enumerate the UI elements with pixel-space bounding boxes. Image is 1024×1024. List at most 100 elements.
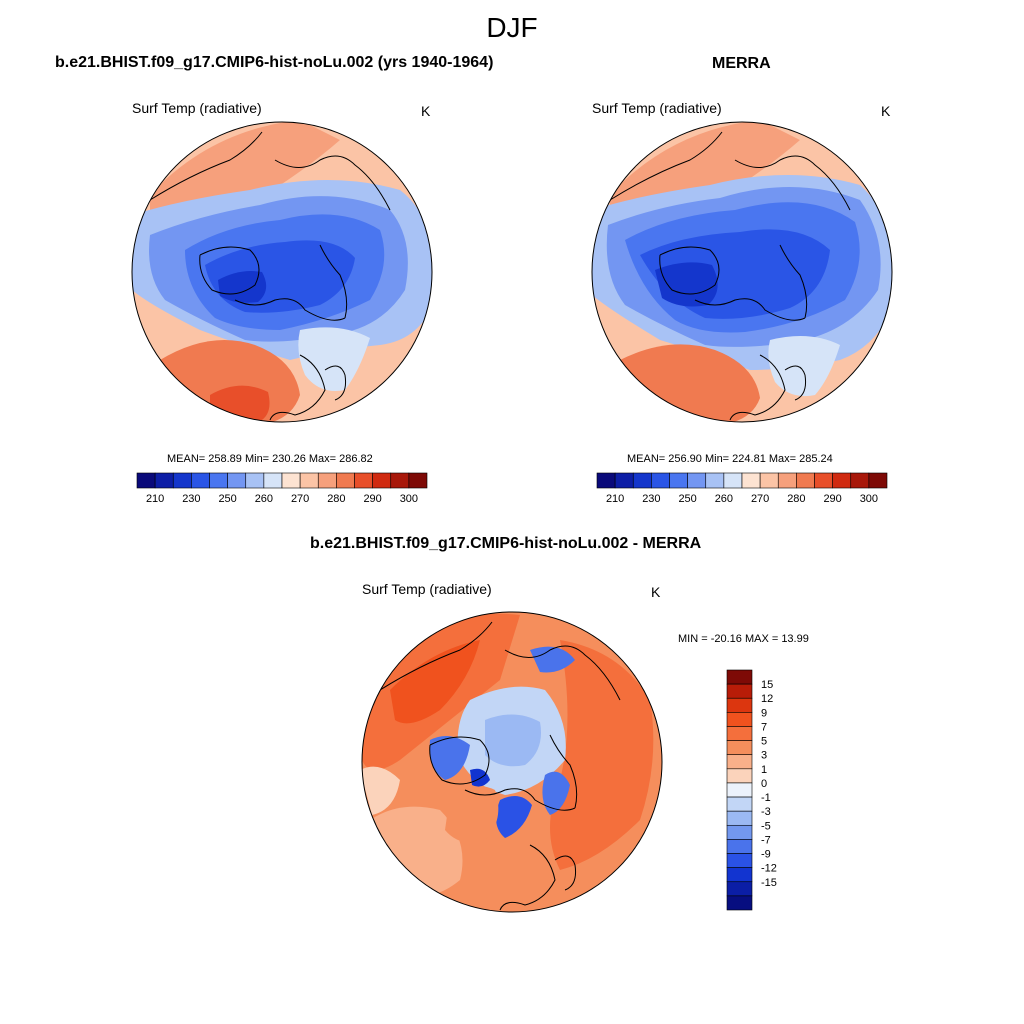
colorbar-swatch xyxy=(726,796,753,812)
model-polar-map xyxy=(131,121,433,423)
colorbar-tick-label: 280 xyxy=(327,493,345,505)
colorbar-tick-label: 0 xyxy=(761,778,767,790)
colorbar-swatch xyxy=(726,726,753,741)
colorbar-swatch xyxy=(726,697,753,713)
colorbar-swatch xyxy=(390,472,410,489)
obs-colorbar: 210 230 250 260 270 280 290 300 xyxy=(596,472,888,505)
colorbar-swatch xyxy=(726,740,753,756)
colorbar-swatch xyxy=(408,472,428,489)
colorbar-tick-label: 3 xyxy=(761,750,767,762)
colorbar-tick-label: -12 xyxy=(761,863,777,875)
colorbar-tick-label: 15 xyxy=(761,679,773,691)
page-title: DJF xyxy=(486,12,538,43)
obs-units-label: K xyxy=(881,103,891,119)
colorbar-swatch xyxy=(723,472,743,489)
colorbar-swatch xyxy=(136,472,156,489)
colorbar-swatch xyxy=(281,472,301,489)
colorbar-swatch xyxy=(669,472,688,489)
diff-units-label: K xyxy=(651,584,661,600)
colorbar-swatch xyxy=(777,472,797,489)
colorbar-tick-label: 300 xyxy=(860,493,878,505)
colorbar-swatch xyxy=(191,472,210,489)
colorbar-tick-label: 9 xyxy=(761,707,767,719)
colorbar-tick-label: 12 xyxy=(761,693,773,705)
model-panel-title: b.e21.BHIST.f09_g17.CMIP6-hist-noLu.002 … xyxy=(55,54,494,71)
colorbar-swatch xyxy=(726,669,753,685)
colorbar-tick-label: 7 xyxy=(761,721,767,733)
colorbar-tick-label: 250 xyxy=(218,493,236,505)
colorbar-swatch xyxy=(726,853,753,868)
colorbar-swatch xyxy=(726,683,753,699)
colorbar-swatch xyxy=(299,472,319,489)
colorbar-swatch xyxy=(726,782,753,798)
obs-stats-label: MEAN= 256.90 Min= 224.81 Max= 285.24 xyxy=(627,453,833,465)
colorbar-swatch xyxy=(209,472,228,489)
colorbar-swatch xyxy=(263,472,283,489)
model-variable-label: Surf Temp (radiative) xyxy=(132,100,262,116)
model-units-label: K xyxy=(421,103,431,119)
colorbar-tick-label: 270 xyxy=(291,493,309,505)
obs-polar-map xyxy=(591,121,893,423)
colorbar-swatch xyxy=(317,472,337,489)
diff-colorbar: 15 12 9 7 5 3 1 0 -1 -3 -5 -7 -9 -12 -15 xyxy=(726,669,777,911)
diff-polar-map xyxy=(361,611,663,913)
colorbar-tick-label: 5 xyxy=(761,736,767,748)
obs-panel-title: MERRA xyxy=(712,55,771,72)
colorbar-swatch xyxy=(726,839,753,854)
colorbar-swatch xyxy=(596,472,616,489)
colorbar-tick-label: 270 xyxy=(751,493,769,505)
colorbar-swatch xyxy=(372,472,392,489)
colorbar-swatch xyxy=(868,472,888,489)
colorbar-swatch xyxy=(796,472,815,489)
colorbar-tick-label: 230 xyxy=(182,493,200,505)
colorbar-tick-label: -5 xyxy=(761,820,771,832)
colorbar-tick-label: 260 xyxy=(715,493,733,505)
colorbar-swatch xyxy=(172,472,192,489)
colorbar-swatch xyxy=(632,472,652,489)
colorbar-swatch xyxy=(227,472,247,489)
colorbar-swatch xyxy=(759,472,779,489)
colorbar-swatch xyxy=(726,754,753,770)
colorbar-swatch xyxy=(850,472,870,489)
colorbar-tick-label: 260 xyxy=(255,493,273,505)
colorbar-swatch xyxy=(726,712,753,727)
diff-variable-label: Surf Temp (radiative) xyxy=(362,581,492,597)
diff-panel-title: b.e21.BHIST.f09_g17.CMIP6-hist-noLu.002 … xyxy=(310,535,702,552)
colorbar-swatch xyxy=(687,472,707,489)
colorbar-swatch xyxy=(705,472,725,489)
colorbar-tick-label: 300 xyxy=(400,493,418,505)
colorbar-swatch xyxy=(832,472,852,489)
obs-variable-label: Surf Temp (radiative) xyxy=(592,100,722,116)
colorbar-tick-label: 290 xyxy=(363,493,381,505)
colorbar-tick-label: 280 xyxy=(787,493,805,505)
colorbar-swatch xyxy=(726,895,753,911)
colorbar-tick-label: -7 xyxy=(761,834,771,846)
colorbar-tick-label: -1 xyxy=(761,792,771,804)
colorbar-swatch xyxy=(726,881,753,897)
colorbar-tick-label: -15 xyxy=(761,877,777,889)
colorbar-swatch xyxy=(726,768,753,784)
model-stats-label: MEAN= 258.89 Min= 230.26 Max= 286.82 xyxy=(167,453,373,465)
colorbar-tick-label: 230 xyxy=(642,493,660,505)
colorbar-swatch xyxy=(336,472,355,489)
colorbar-swatch xyxy=(245,472,265,489)
model-colorbar: 210 230 250 260 270 280 290 300 xyxy=(136,472,428,505)
colorbar-tick-label: -3 xyxy=(761,806,771,818)
colorbar-swatch xyxy=(651,472,670,489)
colorbar-swatch xyxy=(726,810,753,826)
colorbar-swatch xyxy=(726,824,753,840)
colorbar-tick-label: 210 xyxy=(146,493,164,505)
colorbar-swatch xyxy=(814,472,833,489)
colorbar-tick-label: 210 xyxy=(606,493,624,505)
colorbar-swatch xyxy=(354,472,373,489)
colorbar-swatch xyxy=(614,472,634,489)
colorbar-swatch xyxy=(726,867,753,883)
colorbar-swatch xyxy=(154,472,174,489)
colorbar-tick-label: 290 xyxy=(823,493,841,505)
colorbar-tick-label: 1 xyxy=(761,764,767,776)
colorbar-swatch xyxy=(741,472,761,489)
colorbar-tick-label: -9 xyxy=(761,849,771,861)
diff-stats-label: MIN = -20.16 MAX = 13.99 xyxy=(678,633,809,645)
colorbar-tick-label: 250 xyxy=(678,493,696,505)
